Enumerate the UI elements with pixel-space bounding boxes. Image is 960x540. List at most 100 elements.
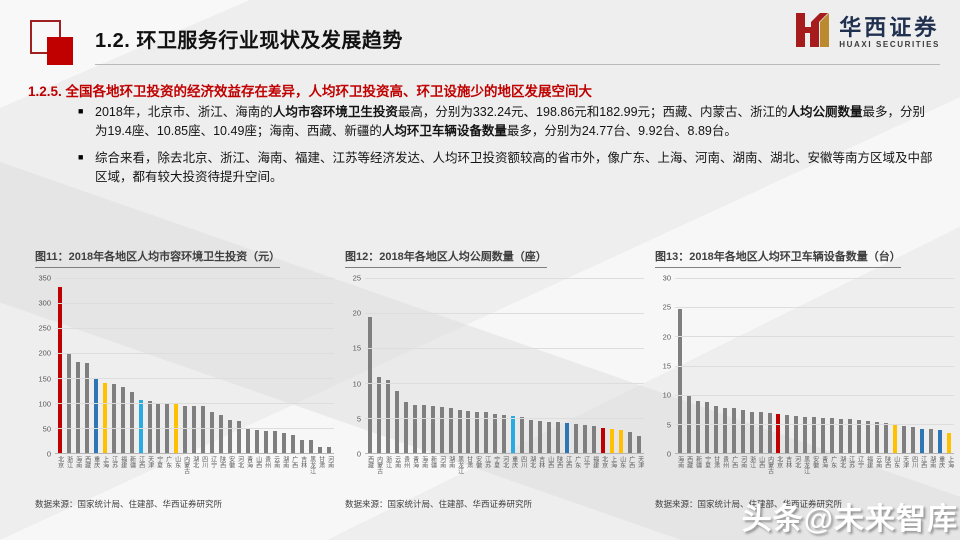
y-tick-label: 0 bbox=[666, 449, 671, 459]
bar-福建 bbox=[866, 420, 871, 453]
y-tick-label: 0 bbox=[356, 449, 361, 459]
gridline bbox=[675, 394, 954, 396]
x-tick-label: 海南 bbox=[676, 456, 683, 468]
x-tick-label: 内蒙古 bbox=[375, 456, 382, 474]
x-tick-label: 辽宁 bbox=[582, 456, 589, 468]
bar-重庆 bbox=[937, 429, 942, 453]
x-tick-label: 海南 bbox=[74, 456, 81, 468]
x-tick-label: 安徽 bbox=[811, 456, 818, 468]
gridline bbox=[55, 353, 334, 354]
bar-海南 bbox=[75, 361, 80, 453]
bar-海南 bbox=[678, 308, 682, 453]
y-tick-label: 20 bbox=[662, 332, 671, 342]
x-tick-label: 福建 bbox=[591, 456, 598, 468]
bar-辽宁 bbox=[582, 425, 587, 453]
x-tick-label: 北京 bbox=[600, 456, 607, 468]
x-tick-label: 福建 bbox=[119, 456, 126, 468]
y-axis: 0 50 100 150 200 250 300 350 bbox=[35, 274, 55, 459]
bar-安徽 bbox=[228, 419, 233, 453]
y-tick-label: 25 bbox=[662, 302, 671, 312]
plot-area bbox=[675, 278, 954, 454]
bar-青海 bbox=[412, 404, 417, 453]
gridline bbox=[365, 383, 644, 384]
bar-陕西 bbox=[556, 422, 561, 453]
x-tick-label: 河北 bbox=[501, 456, 508, 468]
bar-山西 bbox=[758, 412, 763, 453]
y-tick-label: 25 bbox=[352, 273, 361, 283]
x-tick-label: 河南 bbox=[739, 456, 746, 468]
x-tick-label: 宁夏 bbox=[703, 456, 710, 468]
x-tick-label: 安徽 bbox=[227, 456, 234, 468]
x-tick-label: 山东 bbox=[618, 456, 625, 468]
bar-青海 bbox=[246, 429, 251, 453]
chart-figure-11: 图11：2018年各地区人均市容环境卫生投资（元） 0 50 100 150 200 25… bbox=[35, 247, 334, 510]
x-tick-label: 黑龙江 bbox=[456, 456, 463, 474]
y-tick-label: 0 bbox=[46, 449, 51, 459]
bar-甘肃 bbox=[317, 447, 322, 453]
y-tick-label: 30 bbox=[662, 273, 671, 283]
chart-figure-13: 图13：2018年各地区人均环卫车辆设备数量（台） 0 5 10 15 20 25 30 海… bbox=[655, 247, 954, 510]
gridline bbox=[365, 418, 644, 419]
plot-area bbox=[365, 278, 644, 454]
bar-福建 bbox=[120, 386, 125, 453]
bar-宁夏 bbox=[493, 413, 498, 453]
y-tick-label: 350 bbox=[38, 273, 51, 283]
bar-宁夏 bbox=[704, 402, 709, 453]
x-tick-label: 江西 bbox=[137, 456, 144, 468]
x-tick-label: 辽宁 bbox=[856, 456, 863, 468]
section-heading: 1.2.5. 全国各地环卫投资的经济效益存在差异，人均环卫投资高、环卫设施少的地… bbox=[28, 84, 593, 99]
x-tick-label: 广西 bbox=[627, 456, 634, 468]
bar-江苏 bbox=[111, 384, 116, 453]
bar-贵州 bbox=[403, 401, 408, 453]
gridline bbox=[55, 428, 334, 429]
y-tick-label: 15 bbox=[352, 343, 361, 353]
bar-新疆 bbox=[695, 401, 700, 453]
bar-内蒙古 bbox=[183, 405, 188, 453]
x-tick-label: 四川 bbox=[910, 456, 917, 468]
y-tick-label: 250 bbox=[38, 323, 51, 333]
x-tick-label: 甘肃 bbox=[317, 456, 324, 468]
bullet-item: ■ 综合来看，除去北京、浙江、海南、福建、江苏等经济发达、人均环卫投资额较高的省… bbox=[78, 149, 936, 188]
x-tick-label: 重庆 bbox=[92, 456, 99, 468]
bar-重庆 bbox=[511, 415, 516, 453]
y-axis: 0 5 10 15 20 25 bbox=[345, 274, 365, 459]
gridline bbox=[675, 336, 954, 338]
bar-贵州 bbox=[722, 407, 727, 453]
x-tick-label: 浙江 bbox=[748, 456, 755, 468]
bar-浙江 bbox=[385, 379, 390, 453]
bar-云南 bbox=[394, 391, 399, 453]
bar-新疆 bbox=[430, 406, 435, 453]
x-axis-labels: 海南 西藏 新疆 宁夏 甘肃 贵州 广西 河南 浙江 山西 内蒙古 北京 吉林 河北 黑龙江 安徽 青海 广东 湖北… bbox=[675, 454, 954, 490]
chart-title: 图11：2018年各地区人均市容环境卫生投资（元） bbox=[35, 248, 281, 268]
bar-河北 bbox=[237, 420, 242, 453]
x-tick-label: 海南 bbox=[420, 456, 427, 468]
x-tick-label: 陕西 bbox=[218, 456, 225, 468]
x-tick-label: 河南 bbox=[326, 456, 333, 468]
bar-江西 bbox=[138, 399, 143, 453]
gridline bbox=[675, 365, 954, 367]
bar-西藏 bbox=[368, 317, 372, 453]
bullet-marker-icon: ■ bbox=[78, 151, 84, 162]
chart-title: 图12：2018年各地区人均公厕数量（座） bbox=[345, 248, 547, 268]
x-tick-label: 上海 bbox=[609, 456, 616, 468]
header-divider bbox=[95, 64, 940, 65]
x-tick-label: 天津 bbox=[146, 456, 153, 468]
x-tick-label: 北京 bbox=[775, 456, 782, 468]
x-tick-label: 云南 bbox=[272, 456, 279, 468]
bar-河南 bbox=[740, 410, 745, 453]
bar-天津 bbox=[147, 401, 152, 453]
x-tick-label: 黑龙江 bbox=[308, 456, 315, 474]
x-tick-label: 安徽 bbox=[474, 456, 481, 468]
bar-辽宁 bbox=[210, 411, 215, 453]
chart-source: 数据来源：国家统计局、住建部、华西证券研究所 bbox=[345, 499, 533, 509]
x-tick-label: 云南 bbox=[874, 456, 881, 468]
x-tick-label: 吉林 bbox=[299, 456, 306, 468]
logo-english-name: HUAXI SECURITIES bbox=[839, 40, 940, 50]
x-tick-label: 天津 bbox=[901, 456, 908, 468]
x-tick-label: 贵州 bbox=[402, 456, 409, 468]
bar-新疆 bbox=[129, 391, 134, 453]
x-tick-label: 广东 bbox=[164, 456, 171, 468]
x-tick-label: 新疆 bbox=[694, 456, 701, 468]
bar-上海 bbox=[102, 383, 107, 453]
x-tick-label: 河北 bbox=[236, 456, 243, 468]
